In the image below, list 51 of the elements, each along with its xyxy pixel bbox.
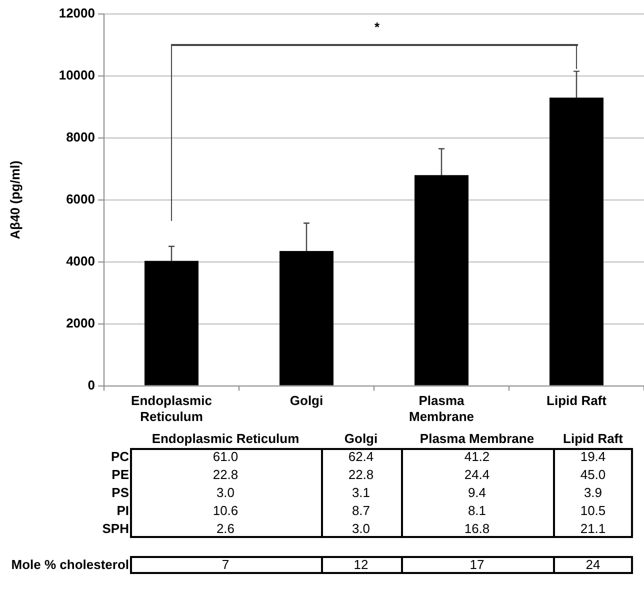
data-label: 10.5 <box>579 502 607 520</box>
y-tick-label: 4000 <box>66 253 95 268</box>
y-tick-label: 10000 <box>58 68 95 83</box>
y-tick-label: PS <box>110 484 130 502</box>
data-label: 24.4 <box>463 466 491 484</box>
data-label: 17 <box>468 556 486 574</box>
data-label: 3.0 <box>215 484 236 502</box>
data-label: 21.1 <box>579 520 607 538</box>
y-tick-label: PE <box>110 466 130 484</box>
data-label: 61.0 <box>212 448 240 466</box>
data-label: 2.6 <box>215 520 236 538</box>
data-label: 3.1 <box>350 484 372 502</box>
annotation: * <box>374 19 380 34</box>
bar <box>280 251 334 386</box>
data-label: 45.0 <box>579 466 607 484</box>
y-tick-label: Mole % cholesterol <box>10 556 130 574</box>
x-tick-label: Golgi <box>343 430 379 448</box>
data-label: 16.8 <box>463 520 491 538</box>
y-tick-label: 2000 <box>66 315 95 330</box>
data-label: 3.0 <box>350 520 372 538</box>
data-label: 8.1 <box>466 502 488 520</box>
x-tick-label: Endoplasmic Reticulum <box>131 393 212 424</box>
data-label: 24 <box>584 556 602 574</box>
data-label: 22.8 <box>212 466 240 484</box>
x-tick-label: Plasma Membrane <box>418 430 536 448</box>
data-label: 10.6 <box>212 502 240 520</box>
data-label: 12 <box>352 556 370 574</box>
data-label: 22.8 <box>347 466 375 484</box>
x-tick-label: Golgi <box>290 393 324 408</box>
x-tick-label: Lipid Raft <box>562 430 624 448</box>
x-tick-label: Endoplasmic Reticulum <box>150 430 300 448</box>
y-tick-label: SPH <box>101 520 130 538</box>
x-tick-label: Plasma Membrane <box>408 393 474 424</box>
y-tick-label: PC <box>110 448 130 466</box>
y-tick-label: 12000 <box>58 6 95 21</box>
bar <box>414 175 468 386</box>
y-tick-label: PI <box>116 502 130 520</box>
y-tick-label: 8000 <box>66 130 95 145</box>
data-label: 19.4 <box>579 448 607 466</box>
data-label: 62.4 <box>347 448 375 466</box>
y-tick-label: 6000 <box>66 191 95 206</box>
y-axis-title: Aβ40 (pg/ml) <box>7 160 22 240</box>
bar <box>144 260 198 386</box>
x-tick-label: Lipid Raft <box>546 393 608 408</box>
data-label: 9.4 <box>466 484 488 502</box>
bar <box>550 98 604 386</box>
data-label: 3.9 <box>582 484 604 502</box>
data-label: 8.7 <box>350 502 372 520</box>
data-label: 7 <box>220 556 230 574</box>
data-label: 41.2 <box>463 448 491 466</box>
y-tick-label: 0 <box>88 377 95 392</box>
